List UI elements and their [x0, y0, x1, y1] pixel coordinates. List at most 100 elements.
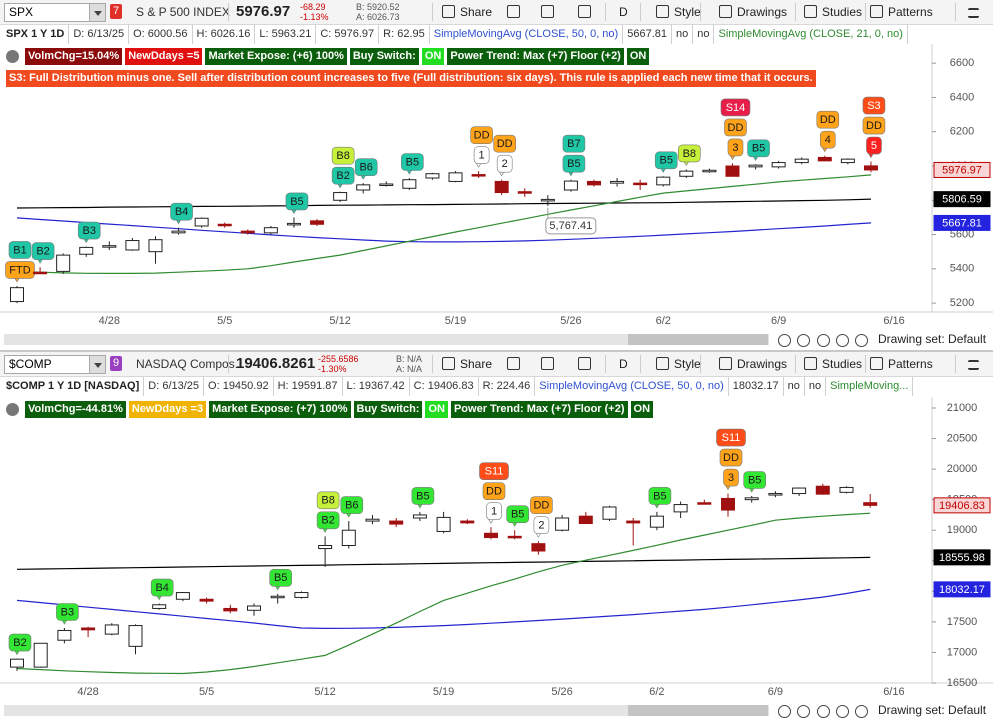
signal-badge: [479, 462, 509, 480]
toolbar-button[interactable]: Studies: [822, 357, 863, 371]
candle-body: [223, 607, 238, 612]
zoom-icon[interactable]: [855, 334, 868, 347]
drawing-set[interactable]: Drawing set: Default: [878, 703, 987, 717]
separator: [605, 355, 606, 373]
zoom-icon[interactable]: [817, 334, 830, 347]
tool-icon[interactable]: [541, 357, 554, 370]
zoom-icon[interactable]: [778, 705, 791, 718]
signal-badge: [316, 511, 340, 530]
toolbar-button[interactable]: Drawings: [737, 5, 788, 19]
candle-body: [471, 174, 486, 177]
candle-body: [484, 532, 498, 539]
signal-badge: [77, 221, 101, 240]
candle-body: [460, 520, 475, 524]
menu-icon: [968, 360, 979, 370]
zoom-icon[interactable]: [797, 334, 810, 347]
toolbar-button[interactable]: Share: [460, 357, 493, 371]
moving-average-line: [16, 556, 871, 570]
tool-icon[interactable]: [578, 5, 591, 18]
drawing-set[interactable]: Drawing set: Default: [878, 332, 987, 346]
candle-body: [602, 506, 617, 520]
candle-body: [555, 517, 570, 531]
candle-body: [721, 497, 735, 511]
signal-label: B8: [321, 495, 334, 507]
toolbar-button[interactable]: Patterns: [888, 5, 933, 19]
separator: [795, 355, 796, 373]
scroll-track[interactable]: [4, 334, 769, 345]
separator: [865, 3, 866, 21]
toolbar-button[interactable]: D: [619, 5, 628, 19]
study-label: no: [805, 377, 827, 396]
tool-icon[interactable]: [541, 5, 554, 18]
candle-body: [247, 605, 261, 611]
tool-icon[interactable]: [578, 357, 591, 370]
signal-badge: [486, 502, 502, 520]
scroll-thumb[interactable]: [628, 334, 768, 345]
toolbar-button[interactable]: Share: [460, 5, 493, 19]
signal-badge: [866, 136, 882, 155]
y-tick-label: 6200: [950, 126, 974, 138]
candle-body: [171, 230, 186, 234]
ask: A: 6026.73: [356, 12, 400, 22]
separator: [700, 355, 701, 373]
candle-body: [792, 487, 807, 495]
zoom-icon[interactable]: [836, 705, 849, 718]
candle-body: [152, 604, 167, 609]
zoom-icon[interactable]: [836, 334, 849, 347]
candle-body: [402, 179, 417, 189]
x-tick-label: 6/9: [771, 315, 786, 327]
candle-body: [587, 180, 601, 186]
indicator-badge: Market Expose: (+6) 100%: [205, 48, 347, 65]
alert-icon: [6, 403, 19, 416]
signal-badge: [716, 428, 746, 447]
candle-body: [286, 222, 301, 226]
zoom-icon[interactable]: [778, 334, 791, 347]
scroll-thumb[interactable]: [628, 705, 768, 716]
signal-label: FTD: [9, 264, 30, 276]
symbol-box[interactable]: $COMP: [4, 355, 106, 374]
signal-label: B5: [511, 509, 524, 521]
tool-icon[interactable]: [507, 357, 520, 370]
toolbar-button[interactable]: Drawings: [737, 357, 788, 371]
description: S & P 500 INDEX: [136, 5, 230, 19]
separator: [955, 3, 956, 21]
y-tick-label: 5200: [950, 297, 974, 309]
candle-body: [389, 520, 404, 525]
toolbar-button[interactable]: Studies: [822, 5, 863, 19]
toolbar-button[interactable]: D: [619, 357, 628, 371]
candle-body: [817, 156, 832, 162]
candle-body: [310, 220, 325, 225]
signal-badge: [269, 568, 293, 587]
toolbar-button[interactable]: Style: [674, 5, 701, 19]
candle-body: [412, 514, 427, 519]
pct-change: -1.13%: [300, 12, 329, 22]
tool-icon[interactable]: [507, 5, 520, 18]
header-field: O: 19450.92: [204, 377, 274, 396]
price-chart: 520054005600580060006200640066004/285/55…: [0, 44, 993, 327]
signal-label: S3: [867, 100, 880, 112]
symbol-box[interactable]: SPX: [4, 3, 106, 22]
signal-badge: [506, 505, 530, 524]
scroll-track[interactable]: [4, 705, 769, 716]
button-icon: [804, 357, 817, 370]
toolbar-button[interactable]: Patterns: [888, 357, 933, 371]
signal-label: B5: [752, 143, 765, 155]
separator: [228, 3, 229, 21]
zoom-icon[interactable]: [797, 705, 810, 718]
toolbar: $COMP 9 NASDAQ Compos... 19406.8261 -255.658…: [0, 352, 993, 377]
candle-body: [318, 545, 333, 550]
chart-footer: Drawing set: Default: [0, 330, 993, 350]
toolbar-button[interactable]: Style: [674, 357, 701, 371]
signal-label: DD: [820, 114, 836, 126]
zoom-icon[interactable]: [817, 705, 830, 718]
price-tag-label: 18032.17: [939, 584, 985, 596]
signal-badge: [411, 487, 435, 505]
candle-body: [356, 184, 371, 191]
study-label: SimpleMoving...: [826, 377, 914, 396]
net-change: -255.6586: [318, 354, 359, 364]
zoom-icon[interactable]: [855, 705, 868, 718]
candle-body: [379, 183, 394, 186]
header-field: H: 6026.16: [193, 25, 256, 44]
indicator-row: VolmChg=-44.81% NewDdays =3 Market Expose:…: [6, 401, 654, 418]
x-tick-label: 5/19: [433, 686, 454, 698]
